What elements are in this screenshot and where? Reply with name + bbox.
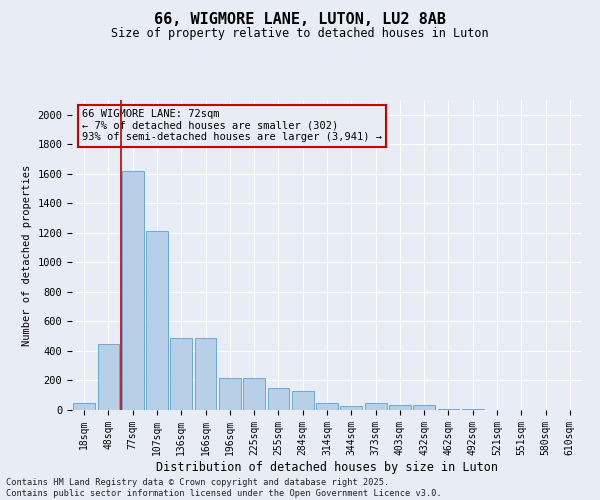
Bar <box>146 232 168 410</box>
Bar <box>170 338 192 410</box>
Bar <box>122 171 143 410</box>
Bar <box>194 338 217 410</box>
Bar <box>389 405 411 410</box>
Y-axis label: Number of detached properties: Number of detached properties <box>22 164 32 346</box>
Bar <box>292 391 314 410</box>
Bar <box>340 406 362 410</box>
Bar <box>219 378 241 410</box>
X-axis label: Distribution of detached houses by size in Luton: Distribution of detached houses by size … <box>156 460 498 473</box>
Bar <box>413 405 435 410</box>
Bar <box>73 402 95 410</box>
Bar <box>97 344 119 410</box>
Text: 66 WIGMORE LANE: 72sqm
← 7% of detached houses are smaller (302)
93% of semi-det: 66 WIGMORE LANE: 72sqm ← 7% of detached … <box>82 110 382 142</box>
Text: Contains HM Land Registry data © Crown copyright and database right 2025.
Contai: Contains HM Land Registry data © Crown c… <box>6 478 442 498</box>
Bar <box>316 402 338 410</box>
Bar <box>268 388 289 410</box>
Bar <box>243 378 265 410</box>
Text: 66, WIGMORE LANE, LUTON, LU2 8AB: 66, WIGMORE LANE, LUTON, LU2 8AB <box>154 12 446 28</box>
Bar <box>365 404 386 410</box>
Text: Size of property relative to detached houses in Luton: Size of property relative to detached ho… <box>111 28 489 40</box>
